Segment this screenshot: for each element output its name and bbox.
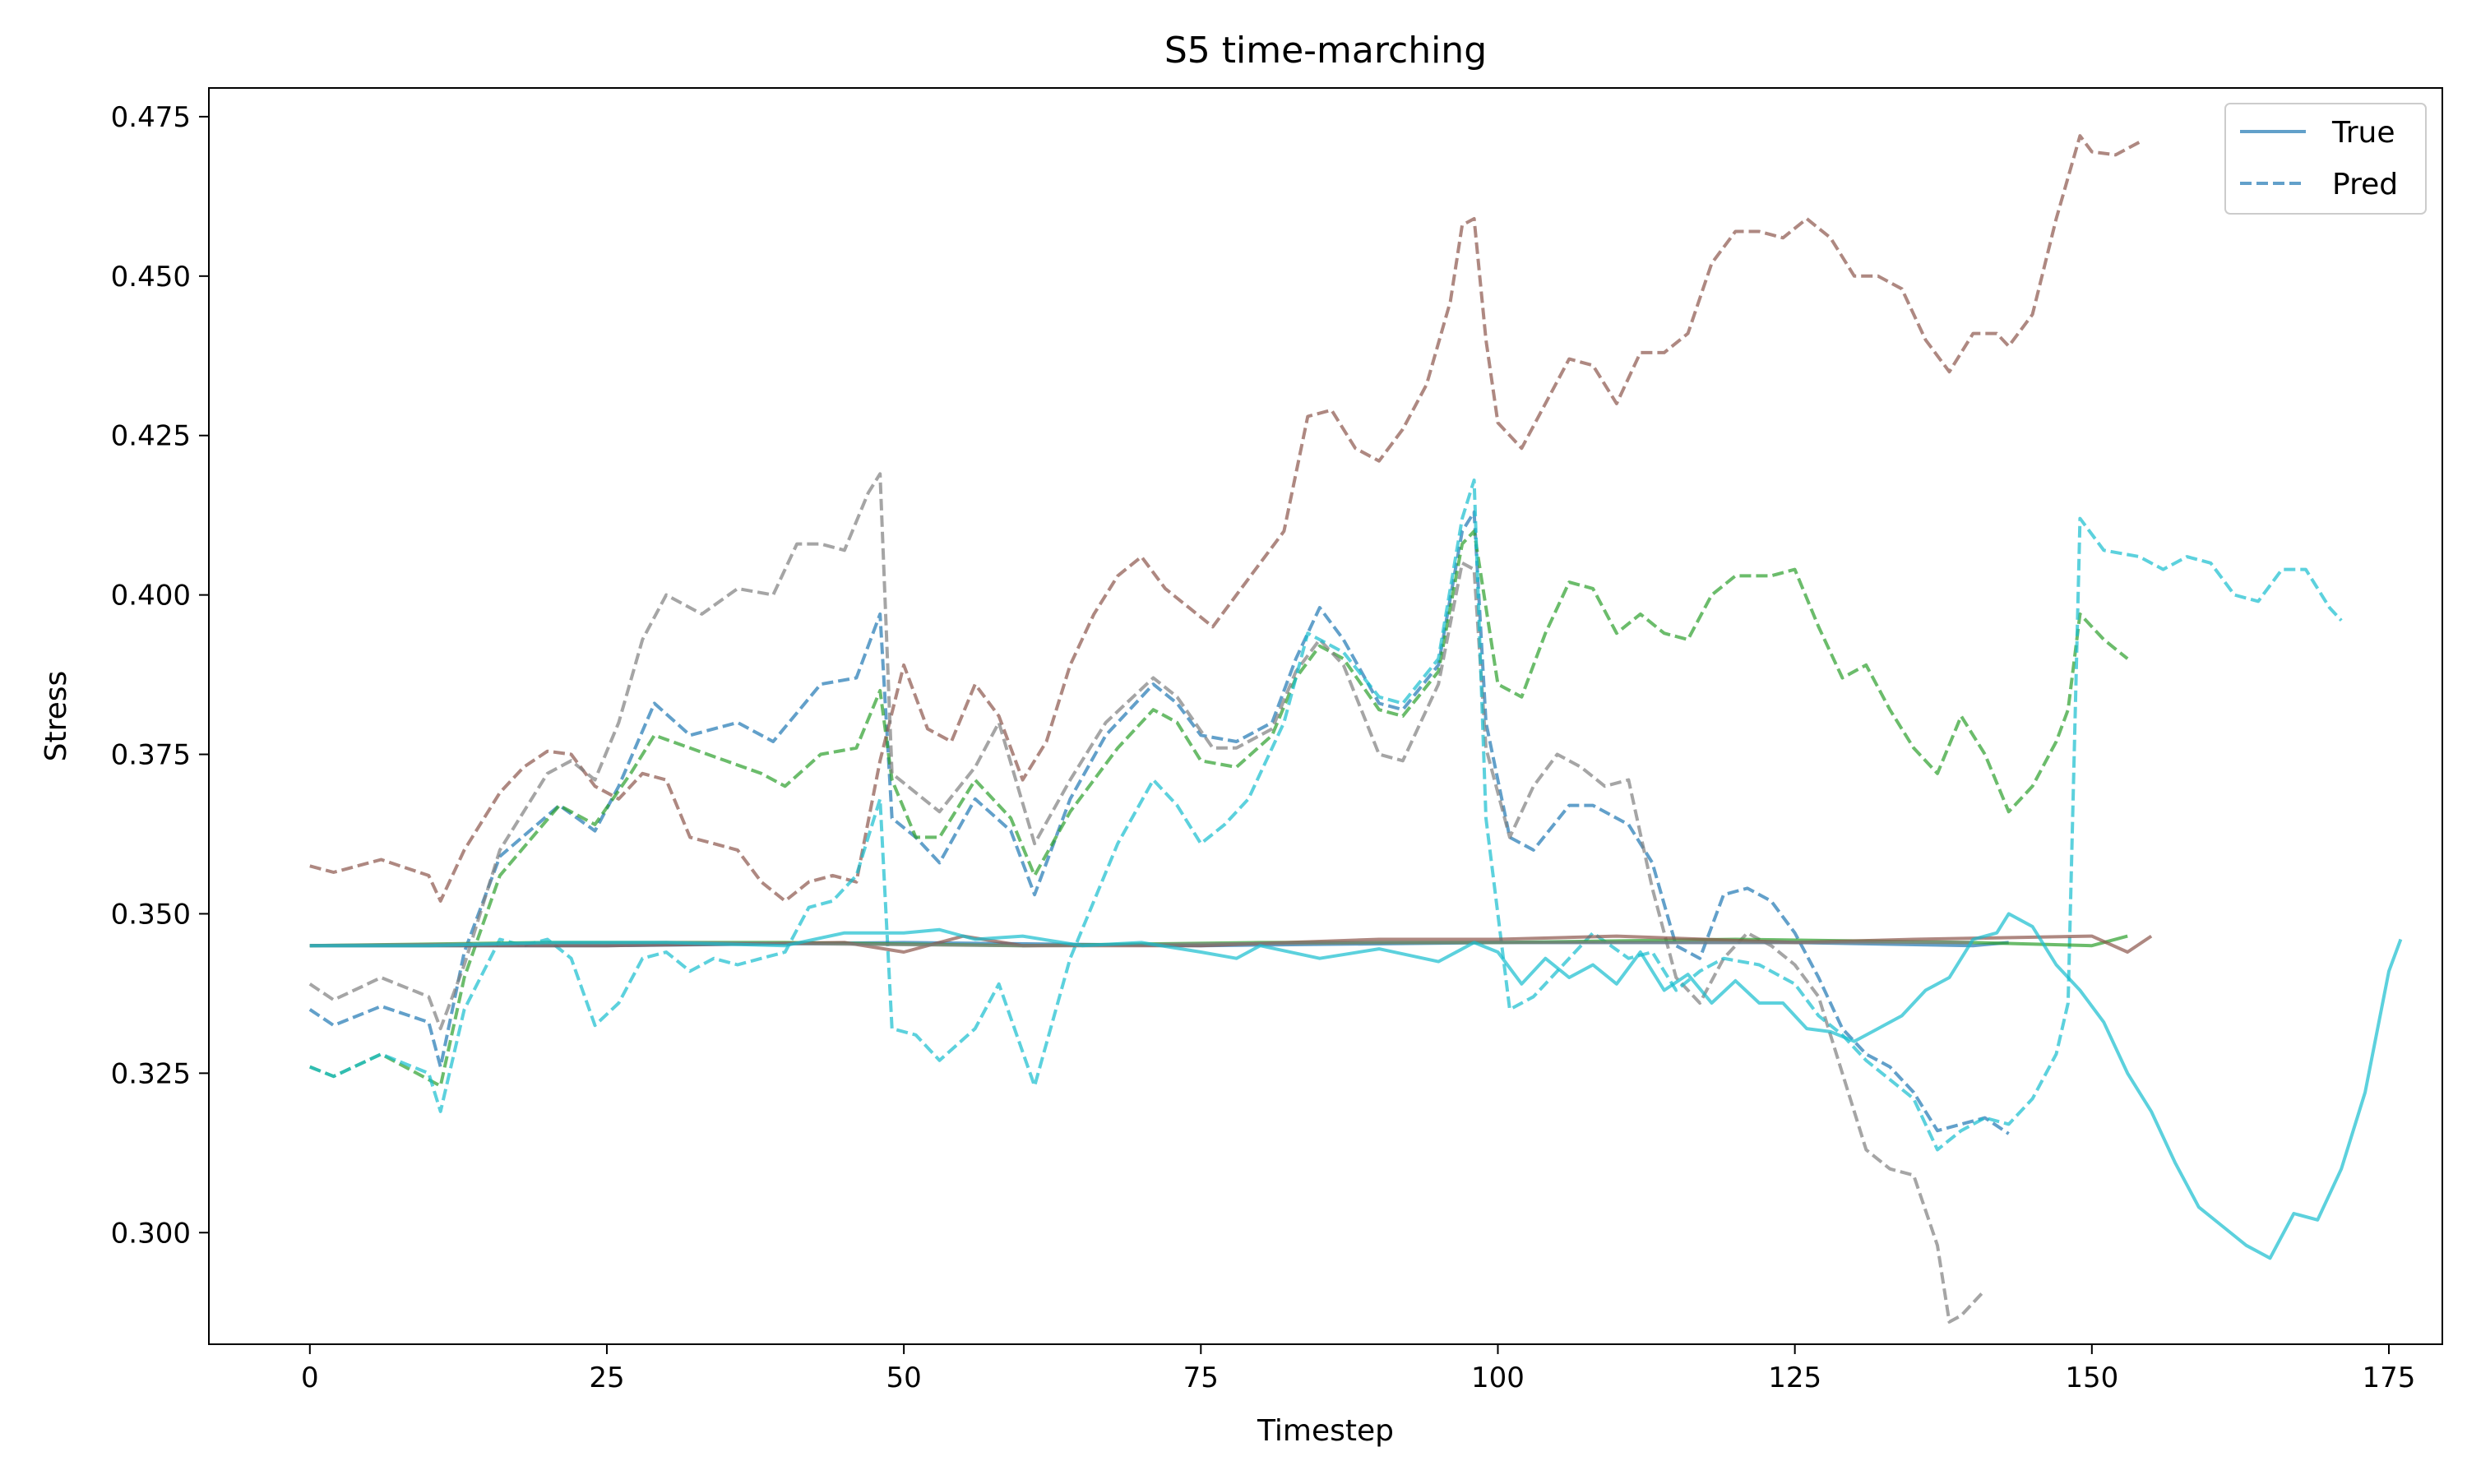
- x-tick-label: 150: [2065, 1361, 2118, 1394]
- x-axis: 0 25 50 75 100 125 150 175: [301, 1344, 2415, 1394]
- x-tick-label: 25: [589, 1361, 624, 1394]
- x-tick-label: 125: [1768, 1361, 1821, 1394]
- series-2-pred-line: [309, 529, 2129, 1088]
- series-3-pred-line: [309, 134, 2141, 903]
- legend: True Pred: [2224, 103, 2427, 215]
- plot-area-frame: [208, 87, 2443, 1345]
- y-tick-label: 0.325: [111, 1057, 191, 1090]
- y-tick-label: 0.425: [111, 420, 191, 453]
- x-tick-label: 75: [1183, 1361, 1219, 1394]
- legend-pred-label: Pred: [2332, 168, 2398, 201]
- series-5-true-line: [309, 912, 2403, 1260]
- legend-true-label: True: [2331, 116, 2395, 150]
- x-tick-label: 175: [2363, 1361, 2416, 1394]
- series-1-pred-line: [308, 510, 2010, 1135]
- y-tick-label: 0.300: [111, 1217, 191, 1250]
- y-tick-label: 0.475: [111, 101, 191, 134]
- y-tick-label: 0.350: [111, 898, 191, 931]
- y-tick-label: 0.450: [111, 261, 191, 294]
- x-tick-label: 50: [886, 1361, 922, 1394]
- y-axis-label: Stress: [39, 671, 73, 762]
- y-axis: 0.300 0.325 0.350 0.375 0.400 0.425 0.450 0.475: [111, 101, 209, 1250]
- x-tick-label: 100: [1471, 1361, 1525, 1394]
- chart-title: S5 time-marching: [1164, 30, 1487, 72]
- y-tick-label: 0.400: [111, 580, 191, 613]
- x-axis-label: Timestep: [1257, 1414, 1394, 1448]
- series-4-pred-line: [308, 472, 1987, 1324]
- series-5-pred-line: [309, 478, 2343, 1152]
- y-tick-label: 0.375: [111, 739, 191, 772]
- x-tick-label: 0: [301, 1361, 319, 1394]
